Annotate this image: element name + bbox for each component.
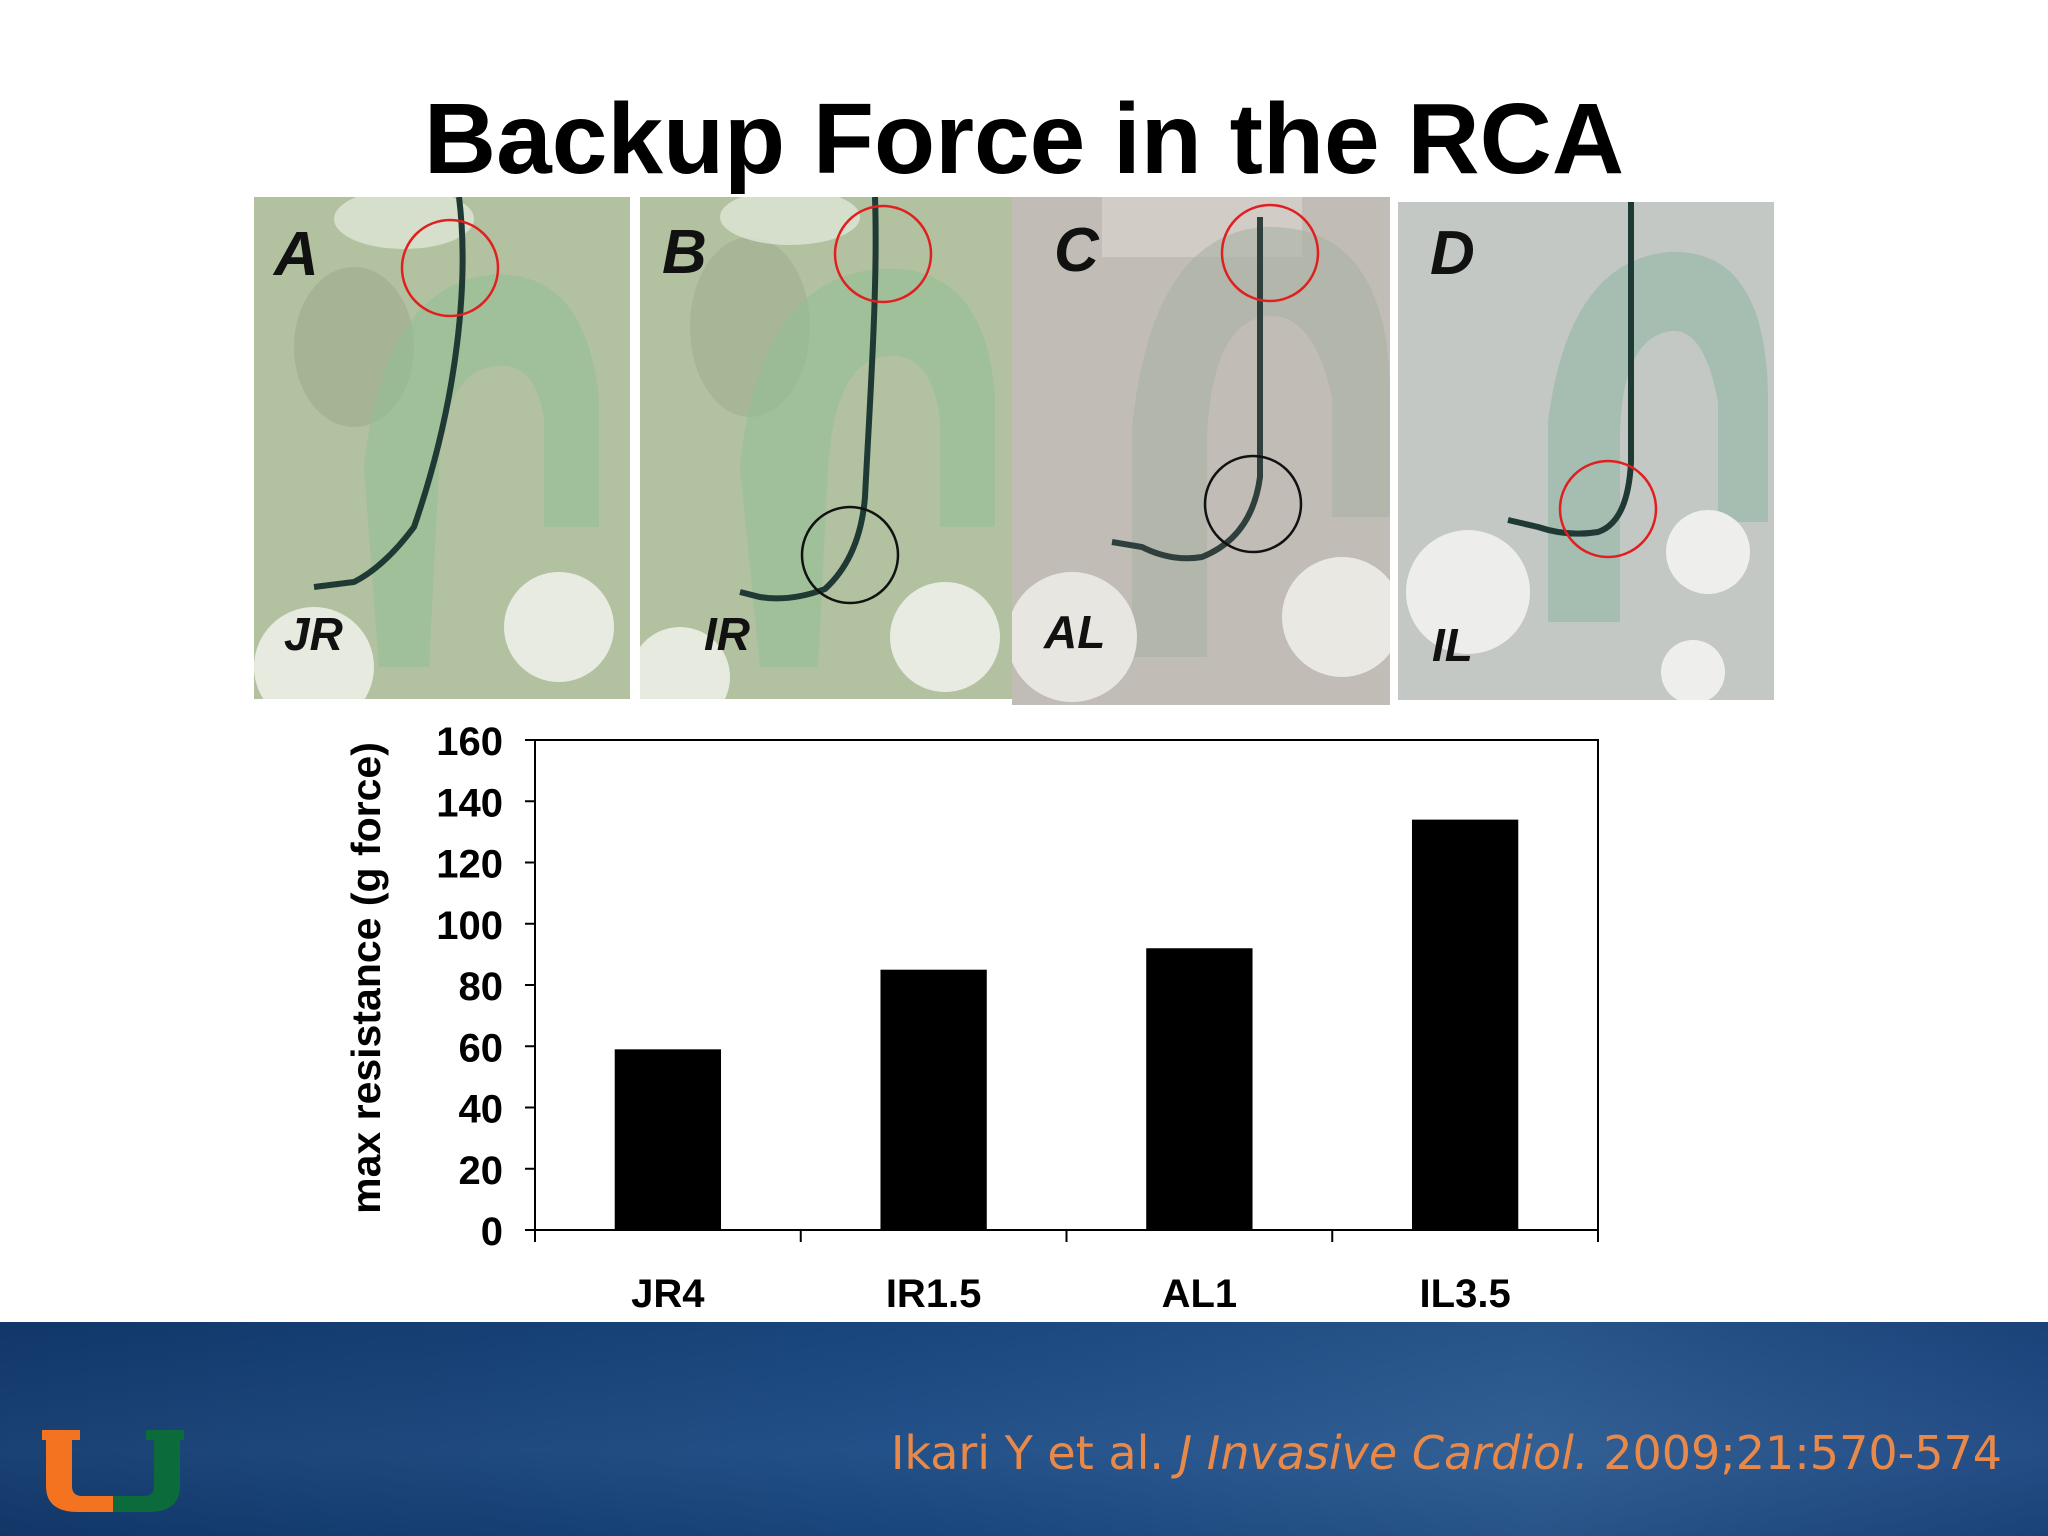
y-tick-label: 120 <box>436 843 503 887</box>
bar <box>1411 819 1519 1230</box>
panel-letter: A <box>274 220 319 289</box>
x-category-label: JR4 <box>631 1272 705 1316</box>
university-u-logo <box>42 1430 184 1512</box>
y-tick-label: 100 <box>436 904 503 948</box>
panel-letter: D <box>1430 219 1475 288</box>
bar-chart: 0 20 40 60 80 100 120 140 160 JR4 IR1.5 AL1 IL3.5 ma… <box>343 720 1599 1316</box>
photo-panel-a: A JR <box>254 197 630 699</box>
y-tick-label: 20 <box>459 1149 504 1193</box>
photo-panel-c: C AL <box>1012 197 1390 705</box>
y-tick-label: 140 <box>436 781 503 825</box>
slide-title: Backup Force in the RCA <box>423 83 1625 195</box>
y-tick-label: 60 <box>459 1026 504 1070</box>
x-category-label: IR1.5 <box>886 1272 982 1316</box>
catheter-label: AL <box>1044 606 1106 658</box>
bar <box>1146 948 1253 1230</box>
bar <box>880 969 987 1230</box>
panel-letter: C <box>1054 216 1099 285</box>
y-tick-label: 40 <box>459 1088 504 1132</box>
citation-journal: J Invasive Cardiol. <box>1178 1426 1589 1480</box>
photo-panel-d: D IL <box>1398 202 1774 700</box>
y-axis-label: max resistance (g force) <box>343 742 389 1214</box>
catheter-label: JR <box>284 608 343 660</box>
y-tick-label: 160 <box>436 720 503 764</box>
footer-bar: Ikari Y et al. J Invasive Cardiol. 2009;… <box>0 1322 2048 1536</box>
y-tick-label: 80 <box>459 965 504 1009</box>
photo-panel-b: B IR <box>640 197 1018 699</box>
catheter-label: IL <box>1432 619 1473 671</box>
panel-letter: B <box>662 218 707 287</box>
catheter-label: IR <box>704 608 750 660</box>
x-category-label: IL3.5 <box>1420 1272 1511 1316</box>
x-category-label: AL1 <box>1162 1272 1238 1316</box>
y-tick-label: 0 <box>481 1210 503 1254</box>
citation-details: 2009;21:570-574 <box>1603 1426 2002 1480</box>
citation: Ikari Y et al. J Invasive Cardiol. 2009;… <box>891 1426 2002 1480</box>
bar <box>614 1049 722 1230</box>
citation-authors: Ikari Y et al. <box>890 1426 1164 1480</box>
